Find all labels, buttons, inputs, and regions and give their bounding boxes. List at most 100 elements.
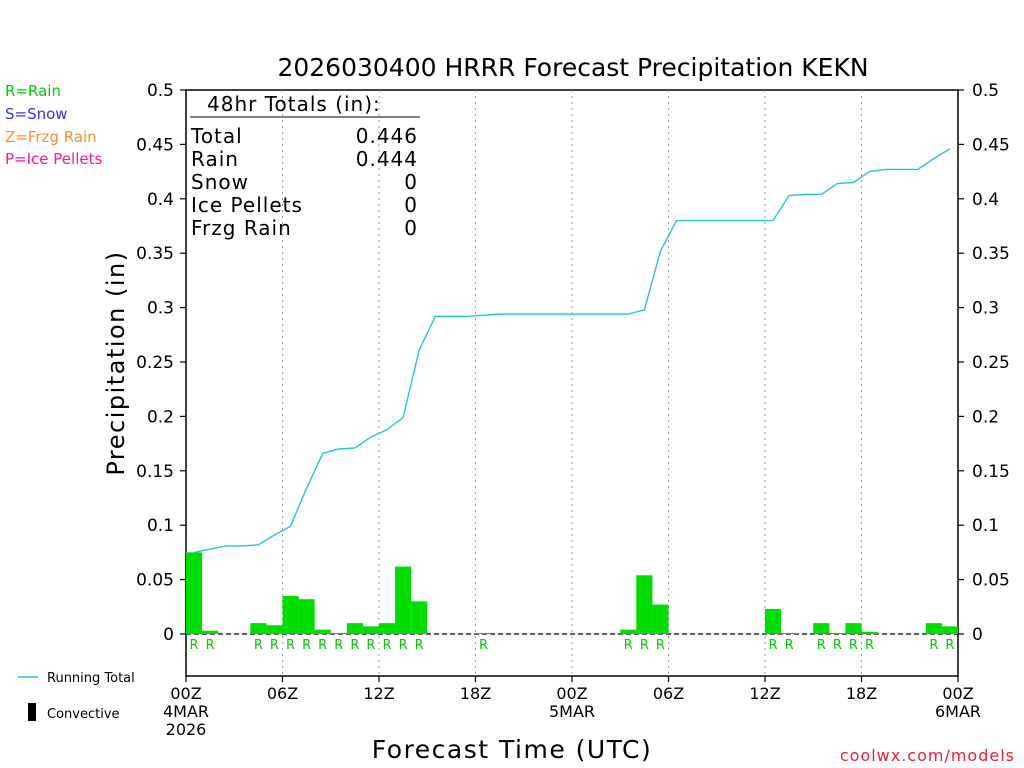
x-tick-label: 00Z [942, 684, 973, 703]
y-tick-label: 0.3 [147, 299, 174, 319]
x-axis-label: Forecast Time (UTC) [372, 735, 652, 764]
ptype-marker: R [929, 638, 938, 653]
precip-bar [250, 623, 267, 634]
precip-bar [395, 566, 412, 634]
x-tick-label: 6MAR [935, 702, 981, 721]
precip-bar [330, 632, 347, 634]
totals-row-label: Snow [191, 170, 249, 194]
precip-bar [636, 575, 653, 634]
ptype-marker: R [945, 638, 954, 653]
y-axis-right-ticks: 0 0.05 0.1 0.15 0.2 0.25 0.3 0.35 0.4 0.45 0.5 [958, 81, 1010, 645]
ptype-marker: R [849, 638, 858, 653]
y-tick-label: 0.05 [136, 571, 174, 591]
precip-bar [620, 629, 637, 634]
ptype-marker: R [769, 638, 778, 653]
precip-bar [314, 629, 331, 634]
y-tick-label-right: 0.35 [972, 244, 1010, 264]
hourly-precip-bars [186, 552, 958, 634]
precip-bar [765, 608, 782, 634]
ptype-marker: R [817, 638, 826, 653]
x-tick-label: 12Z [363, 684, 394, 703]
ptype-marker: R [415, 638, 424, 653]
legend-rain: R=Rain [5, 82, 61, 100]
ptype-marker: R [785, 638, 794, 653]
y-tick-label-right: 0.45 [972, 135, 1010, 155]
y-tick-label: 0.5 [147, 81, 174, 101]
y-tick-label-right: 0.15 [972, 462, 1010, 482]
x-tick-label: 2026 [166, 720, 207, 739]
ptype-marker: R [270, 638, 279, 653]
x-tick-label: 4MAR [163, 702, 209, 721]
x-tick-label: 18Z [846, 684, 877, 703]
x-tick-label: 06Z [653, 684, 684, 703]
convective-swatch [28, 703, 36, 721]
precip-bar [298, 599, 315, 634]
y-tick-label-right: 0.05 [972, 571, 1010, 591]
ptype-marker: R [366, 638, 375, 653]
totals-row-label: Total [190, 124, 243, 148]
y-tick-label: 0.45 [136, 135, 174, 155]
y-tick-label: 0.2 [147, 407, 174, 427]
ptype-marker: R [624, 638, 633, 653]
x-tick-label: 00Z [556, 684, 587, 703]
precip-bar [475, 632, 492, 634]
precip-bar [282, 595, 299, 634]
totals-row-value: 0 [404, 170, 418, 194]
y-tick-label: 0.35 [136, 244, 174, 264]
y-tick-label-right: 0.1 [972, 516, 999, 536]
ptype-marker: R [254, 638, 263, 653]
y-tick-label-right: 0.4 [972, 190, 999, 210]
y-tick-label-right: 0 [972, 625, 983, 645]
totals-header: 48hr Totals (in): [207, 92, 381, 116]
precip-bar [186, 552, 203, 634]
precip-bar [941, 626, 958, 634]
y-tick-label: 0.4 [147, 190, 174, 210]
ptype-marker: R [350, 638, 359, 653]
legend-snow: S=Snow [5, 105, 68, 123]
ptype-marker: R [399, 638, 408, 653]
y-axis-left-ticks: 0 0.05 0.1 0.15 0.2 0.25 0.3 0.35 0.4 0.45 0.5 [136, 81, 186, 645]
x-tick-label: 5MAR [549, 702, 595, 721]
x-tick-label: 00Z [170, 684, 201, 703]
ptype-marker: R [656, 638, 665, 653]
totals-row-value: 0.446 [356, 124, 418, 148]
ptype-marker: R [302, 638, 311, 653]
legend-ice-pellets: P=Ice Pellets [5, 150, 102, 168]
precip-bar [346, 623, 363, 634]
x-tick-label: 18Z [460, 684, 491, 703]
ptype-marker: R [318, 638, 327, 653]
legend-frzg-rain: Z=Frzg Rain [5, 128, 97, 146]
y-tick-label-right: 0.2 [972, 407, 999, 427]
ptype-legend: R=Rain S=Snow Z=Frzg Rain P=Ice Pellets [5, 82, 102, 168]
precip-bar [362, 626, 379, 634]
ptype-marker: R [286, 638, 295, 653]
running-total-line [193, 148, 951, 554]
vertical-gridlines [282, 90, 862, 676]
precip-bar [813, 623, 830, 634]
precip-bar [925, 623, 942, 634]
precip-bar [411, 601, 428, 634]
x-tick-label: 12Z [749, 684, 780, 703]
y-tick-label: 0.25 [136, 353, 174, 373]
x-tick-label: 06Z [267, 684, 298, 703]
precip-bar [781, 632, 798, 634]
y-tick-label: 0 [163, 625, 174, 645]
precip-bar [379, 623, 396, 634]
ptype-marker: R [865, 638, 874, 653]
totals-row-label: Rain [191, 147, 239, 171]
legend-convective: Convective [47, 707, 120, 722]
ptype-marker: R [206, 638, 215, 653]
totals-row-value: 0 [404, 216, 418, 240]
ptype-marker: R [833, 638, 842, 653]
ptype-marker: R [383, 638, 392, 653]
y-axis-label: Precipitation (in) [102, 250, 130, 475]
ptype-marker: R [334, 638, 343, 653]
precip-bar [829, 632, 846, 634]
y-tick-label-right: 0.25 [972, 353, 1010, 373]
y-tick-label-right: 0.5 [972, 81, 999, 101]
precip-bar [845, 623, 862, 634]
series-legend: Running Total Convective [18, 671, 135, 722]
precip-bar [652, 604, 669, 634]
